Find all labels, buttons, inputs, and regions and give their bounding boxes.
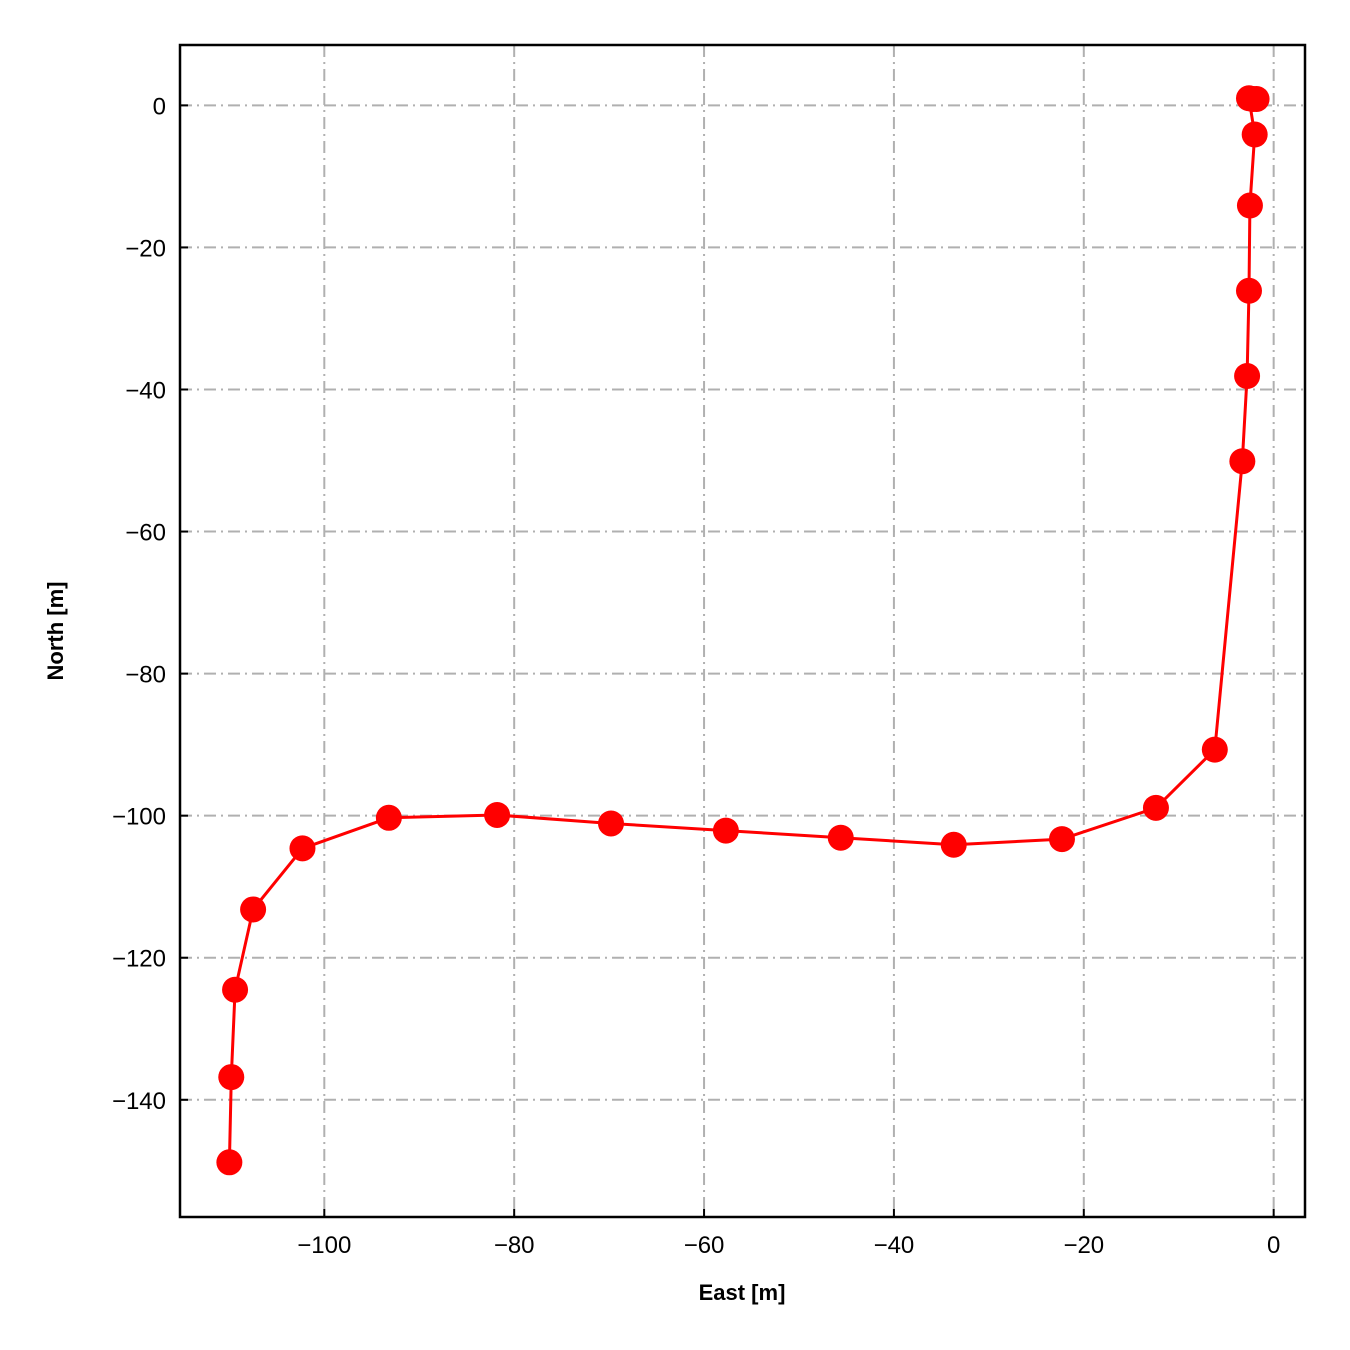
data-series	[216, 85, 1270, 1176]
y-tick-label: −20	[125, 235, 166, 262]
trajectory-point	[218, 1064, 245, 1091]
y-tick-label: −60	[125, 520, 166, 547]
trajectory-point	[1236, 192, 1263, 219]
y-axis-label: North [m]	[43, 582, 68, 681]
trajectory-point	[240, 896, 267, 923]
x-tick-label: 0	[1267, 1232, 1280, 1259]
trajectory-point	[222, 976, 249, 1003]
trajectory-point	[375, 804, 402, 831]
x-tick-label: −100	[297, 1232, 351, 1259]
y-tick-label: −80	[125, 662, 166, 689]
trajectory-point	[1201, 736, 1228, 763]
axis-ticks: −100 −80 −60 −40 −20 0 0 −20 −40 −60 −80 −100 −120 −1…	[112, 93, 1280, 1259]
trajectory-line	[227, 96, 1257, 1163]
y-tick-label: 0	[153, 93, 166, 120]
trajectory-point	[1235, 277, 1262, 304]
trajectory-point	[1048, 826, 1075, 853]
trajectory-point	[598, 810, 625, 837]
y-tick-label: −140	[112, 1088, 166, 1115]
trajectory-point	[216, 1149, 243, 1176]
plot-frame	[178, 43, 1307, 1219]
y-tick-label: −100	[112, 804, 166, 831]
trajectory-point	[1235, 85, 1262, 112]
trajectory-point	[940, 831, 967, 858]
trajectory-point	[1142, 794, 1169, 821]
x-tick-label: −40	[874, 1232, 915, 1259]
x-axis-label: East [m]	[699, 1280, 786, 1305]
trajectory-point	[1241, 121, 1268, 148]
trajectory-point	[289, 835, 316, 862]
trajectory-point	[1229, 448, 1256, 475]
trajectory-point	[1234, 363, 1261, 390]
x-tick-label: −20	[1063, 1232, 1104, 1259]
y-tick-label: −40	[125, 377, 166, 404]
x-tick-label: −80	[494, 1232, 535, 1259]
grid-lines	[180, 45, 1305, 1217]
x-tick-label: −60	[684, 1232, 725, 1259]
trajectory-point	[712, 817, 739, 844]
trajectory-point	[484, 801, 511, 828]
trajectory-point	[827, 824, 854, 851]
y-tick-label: −120	[112, 946, 166, 973]
